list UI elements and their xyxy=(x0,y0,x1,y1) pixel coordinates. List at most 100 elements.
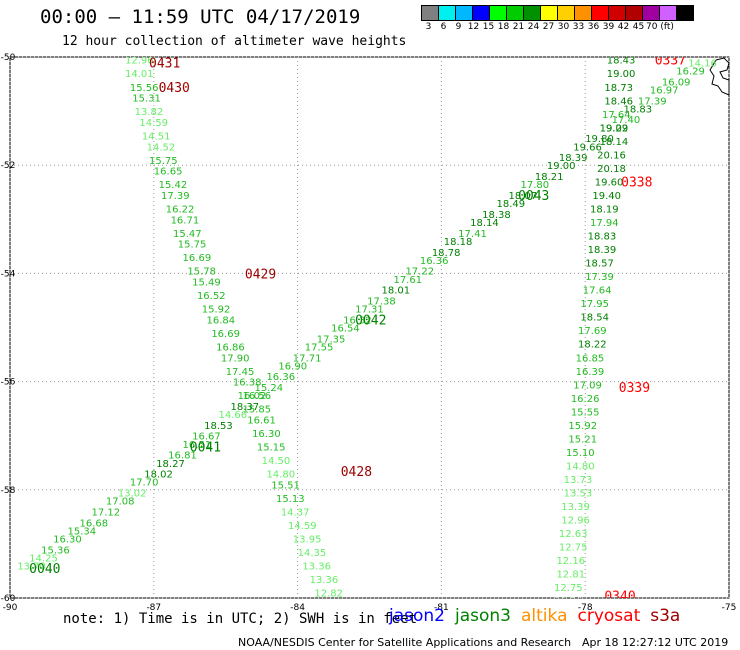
wave-height-value: 13.02 xyxy=(118,489,147,500)
wave-height-value: 16.32 xyxy=(343,315,372,326)
wave-height-value: 16.90 xyxy=(278,361,307,372)
x-tick-label: -81 xyxy=(434,603,449,613)
wave-height-value: 18.39 xyxy=(559,153,588,164)
scale-label: 6 xyxy=(440,22,447,32)
wave-height-value: 17.71 xyxy=(293,353,322,364)
satellite-s3a: s3a xyxy=(650,606,681,626)
wave-height-value: 18.18 xyxy=(444,237,473,248)
wave-height-value: 18.83 xyxy=(624,104,653,115)
color-scale-labels: 3 6 9 12 15 18 21 24 27 30 33 36 39 42 45 70 (ft) xyxy=(421,22,674,32)
plot-frame xyxy=(9,56,730,599)
wave-height-value: 12.82 xyxy=(314,589,343,600)
time-label: 0040 xyxy=(29,562,60,577)
wave-height-value: 16.85 xyxy=(576,353,605,364)
wave-height-value: 14.80 xyxy=(266,470,295,481)
wave-height-value: 18.53 xyxy=(204,421,233,432)
wave-height-value: 17.69 xyxy=(578,326,607,337)
wave-height-value: 16.69 xyxy=(211,329,240,340)
wave-height-value: 18.01 xyxy=(381,286,410,297)
wave-height-value: 19.00 xyxy=(607,69,636,80)
wave-height-value: 17.70 xyxy=(130,478,159,489)
wave-height-value: 12.75 xyxy=(559,543,588,554)
wave-height-value: 16.39 xyxy=(576,367,605,378)
scale-label: 45 xyxy=(632,22,645,32)
wave-height-value: 15.49 xyxy=(192,278,221,289)
wave-height-value: 16.65 xyxy=(154,167,183,178)
wave-height-value: 14.50 xyxy=(262,456,291,467)
time-label: 0429 xyxy=(245,267,276,282)
wave-height-value: 18.38 xyxy=(482,210,511,221)
wave-height-value: 18.22 xyxy=(578,340,607,351)
wave-height-value: 16.51 xyxy=(183,440,212,451)
wave-height-value: 16.09 xyxy=(662,77,691,88)
wave-height-value: 20.18 xyxy=(597,164,626,175)
wave-height-value: 14.59 xyxy=(139,118,168,129)
wave-height-value: 14.01 xyxy=(125,69,154,80)
scale-label: 30 xyxy=(557,22,570,32)
scale-label: 36 xyxy=(587,22,600,32)
scale-label: 18 xyxy=(497,22,510,32)
wave-height-value: 16.36 xyxy=(266,372,295,383)
wave-height-value: 12.96 xyxy=(561,516,590,527)
time-label: 0338 xyxy=(621,175,652,190)
scale-label: 3 xyxy=(425,22,432,32)
chart-subtitle: 12 hour collection of altimeter wave hei… xyxy=(62,34,407,49)
x-tick-label: -87 xyxy=(146,603,161,613)
wave-height-value: 14.35 xyxy=(298,548,327,559)
wave-height-value: 19.60 xyxy=(595,177,624,188)
y-tick-label: -50 xyxy=(1,53,16,63)
wave-height-value: 19.00 xyxy=(547,161,576,172)
wave-height-value: 17.39 xyxy=(161,191,190,202)
wave-height-value: 15.47 xyxy=(173,229,202,240)
wave-height-value: 17.40 xyxy=(612,115,641,126)
wave-height-value: 13.39 xyxy=(561,502,590,513)
wave-height-value: 17.90 xyxy=(221,353,250,364)
satellite-cryosat: cryosat xyxy=(577,606,641,626)
time-label: 0042 xyxy=(355,313,386,328)
wave-height-value: 17.61 xyxy=(393,275,422,286)
wave-height-value: 15.24 xyxy=(254,383,283,394)
wave-height-value: 15.92 xyxy=(568,421,597,432)
footer-note: note: 1) Time is in UTC; 2) SWH is in fe… xyxy=(63,611,418,627)
wave-height-value: 16.29 xyxy=(676,67,705,78)
wave-height-value: 15.85 xyxy=(242,405,271,416)
wave-height-value: 17.41 xyxy=(458,229,487,240)
time-label: 0337 xyxy=(655,54,686,69)
wave-height-value: 13.70 xyxy=(17,562,46,573)
wave-height-value: 16.61 xyxy=(247,415,276,426)
y-tick-label: -58 xyxy=(1,486,16,496)
scale-label: 39 xyxy=(602,22,615,32)
wave-height-value: 16.84 xyxy=(207,315,236,326)
wave-height-value: 15.92 xyxy=(202,305,231,316)
y-tick-label: -56 xyxy=(1,378,16,388)
wave-height-value: 15.75 xyxy=(178,240,207,251)
wave-height-value: 12.96 xyxy=(125,56,154,67)
wave-height-value: 18.14 xyxy=(600,137,629,148)
time-label: 0041 xyxy=(190,441,221,456)
wave-height-value: 17.22 xyxy=(405,267,434,278)
scale-label: 15 xyxy=(482,22,495,32)
time-label: 0431 xyxy=(149,56,180,71)
wave-height-value: 15.42 xyxy=(159,180,188,191)
wave-height-value: 15.31 xyxy=(132,94,161,105)
wave-height-value: 18.37 xyxy=(230,402,259,413)
chart-title: 00:00 — 11:59 UTC 04/17/2019 xyxy=(40,6,361,28)
wave-height-value: 13.95 xyxy=(293,534,322,545)
wave-height-value: 16.69 xyxy=(183,253,212,264)
x-tick-label: -84 xyxy=(290,603,305,613)
wave-height-value: 18.83 xyxy=(588,232,617,243)
scale-label: 70 (ft) xyxy=(646,22,674,32)
wave-height-value: 18.21 xyxy=(535,172,564,183)
wave-height-value: 15.10 xyxy=(566,448,595,459)
wave-height-value: 15.21 xyxy=(568,434,597,445)
wave-height-value: 16.26 xyxy=(571,394,600,405)
wave-height-value: 15.15 xyxy=(257,443,286,454)
track-jason3-track-asc: 13.7014.2515.3616.3015.3416.6817.1217.08… xyxy=(17,58,717,577)
wave-height-value: 14.25 xyxy=(29,553,58,564)
wave-height-value: 15.55 xyxy=(571,407,600,418)
wave-height-value: 16.56 xyxy=(242,391,271,402)
satellite-jason3: jason3 xyxy=(455,606,511,626)
wave-height-value: 13.54 xyxy=(554,597,583,608)
wave-height-value: 16.86 xyxy=(216,342,245,353)
wave-height-value: 15.78 xyxy=(187,267,216,278)
